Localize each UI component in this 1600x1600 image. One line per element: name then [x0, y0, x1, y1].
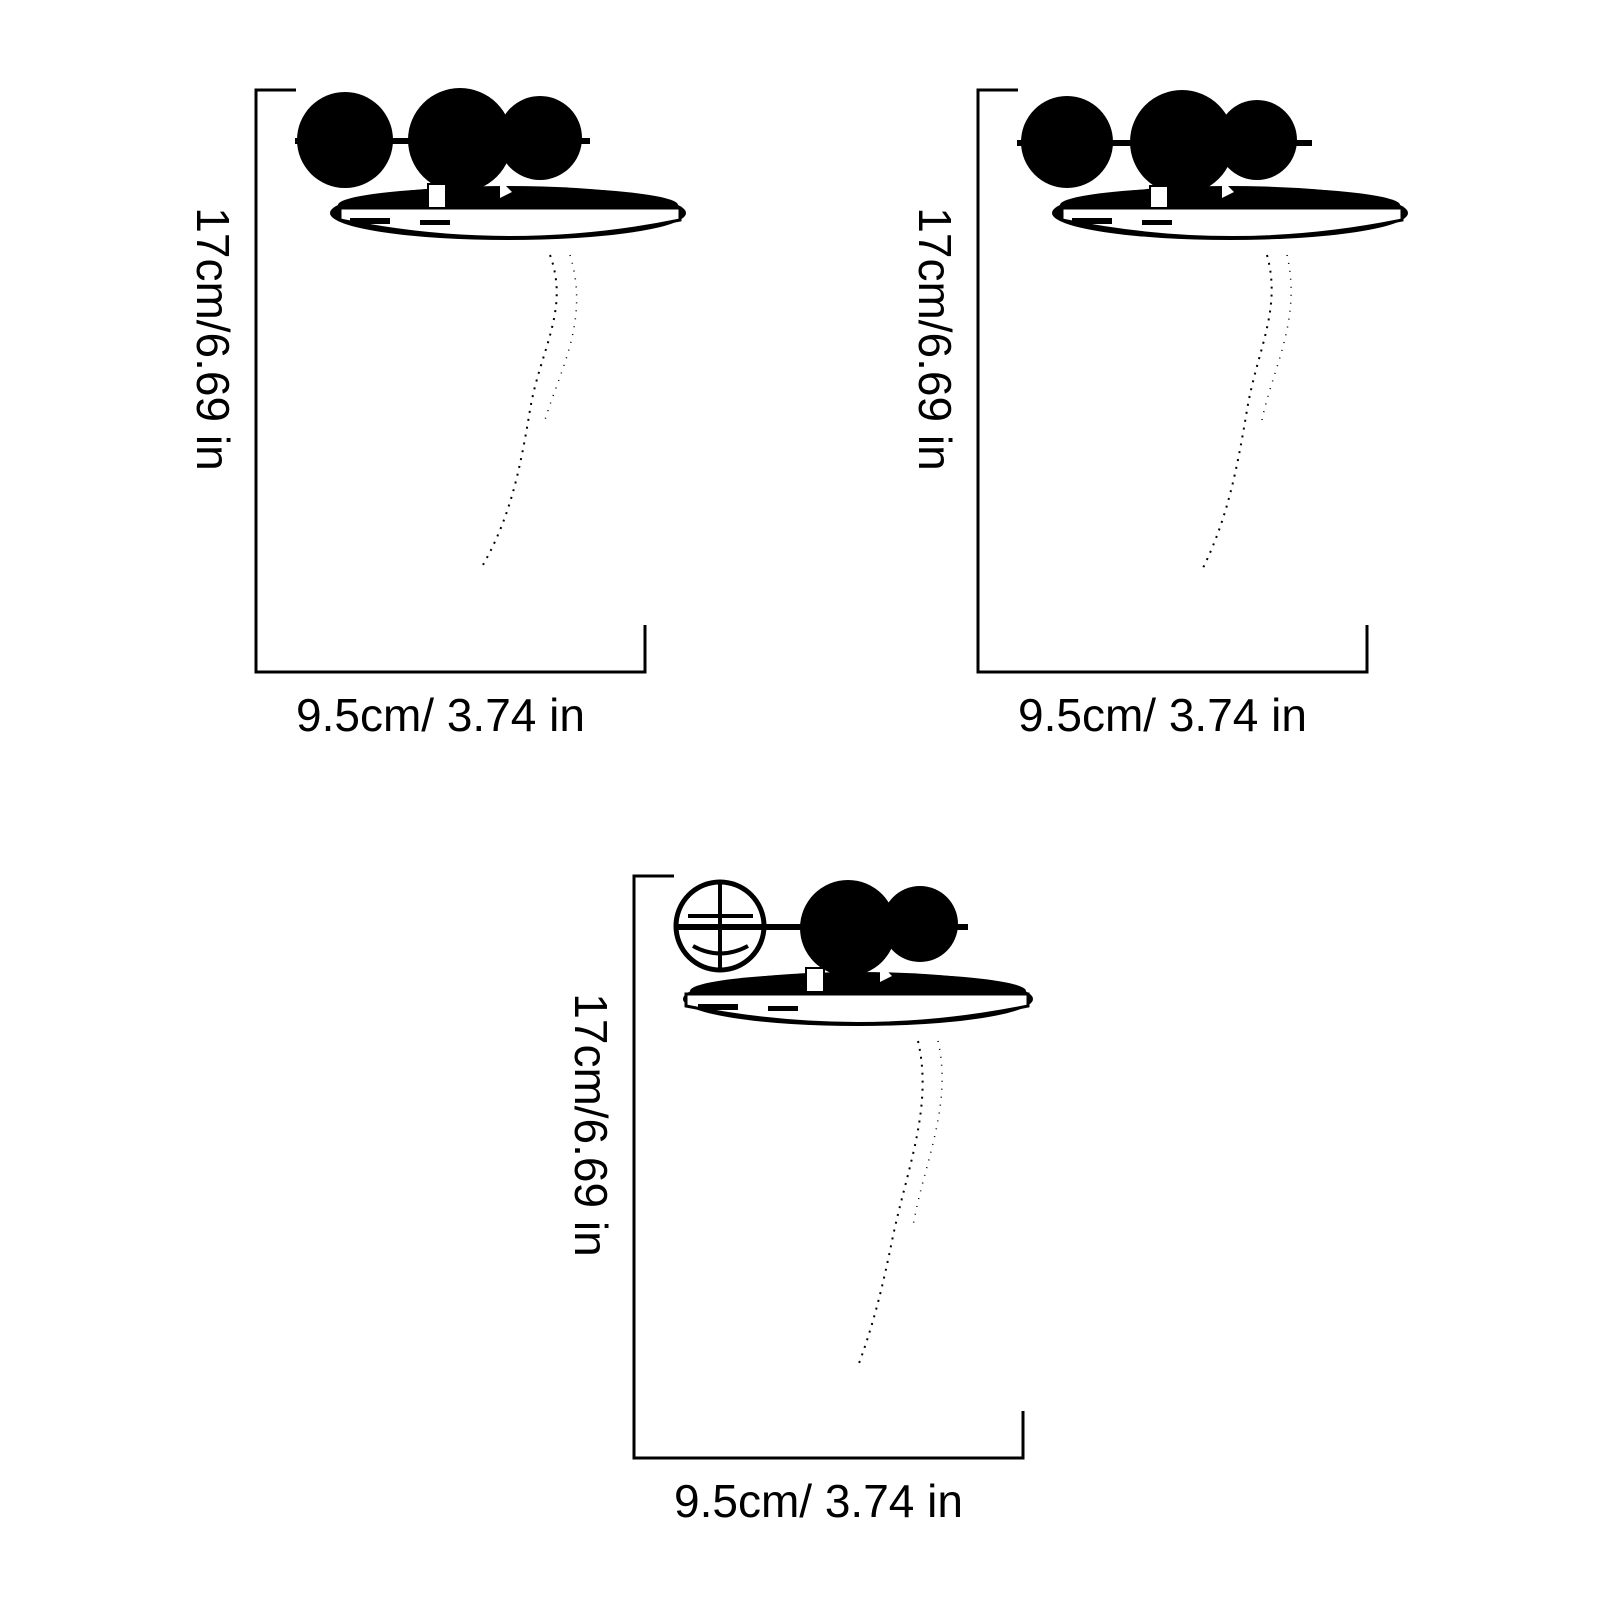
ball-stem: [427, 183, 447, 209]
tray-detail: [698, 1004, 738, 1010]
water-stream: [857, 1040, 924, 1367]
spout: [1222, 180, 1234, 198]
dimension-bracket: [254, 88, 647, 674]
product-panel-3: 17cm/6.69 in 9.5cm/ 3.74 in: [528, 866, 1048, 1546]
height-dimension-label: 17cm/6.69 in: [565, 993, 617, 1257]
ball-stem: [805, 967, 825, 993]
product-illustration-3: [632, 874, 1033, 1460]
height-dimension-label: 17cm/6.69 in: [187, 207, 239, 471]
tray-detail: [420, 220, 450, 225]
tray-detail: [768, 1006, 798, 1011]
ball-stem: [1149, 185, 1169, 209]
dimension-bracket: [976, 88, 1369, 674]
ball-mount: [676, 924, 968, 930]
spout: [880, 964, 892, 982]
width-dimension-label: 9.5cm/ 3.74 in: [296, 689, 585, 741]
width-dimension-label: 9.5cm/ 3.74 in: [674, 1475, 963, 1527]
width-dimension-label: 9.5cm/ 3.74 in: [1018, 689, 1307, 741]
ball-mount: [295, 138, 590, 144]
tray-edge: [684, 992, 1030, 1025]
tray-edge: [338, 206, 682, 239]
tray-detail: [1142, 220, 1172, 225]
tray-detail: [1072, 218, 1112, 224]
water-stream: [544, 254, 578, 421]
product-panel-2: 17cm/6.69 in 9.5cm/ 3.74 in: [872, 80, 1408, 760]
product-illustration-1: [254, 88, 686, 674]
ball-mount: [1017, 140, 1312, 146]
water-stream: [1261, 254, 1292, 421]
product-illustration-2: [976, 88, 1408, 674]
tray-detail: [350, 218, 390, 224]
spout: [500, 180, 512, 198]
water-stream: [479, 254, 558, 571]
water-stream: [1201, 254, 1273, 571]
tray-edge: [1060, 206, 1404, 239]
water-stream: [912, 1040, 943, 1227]
dimension-bracket: [632, 874, 1025, 1460]
height-dimension-label: 17cm/6.69 in: [909, 207, 961, 471]
product-panel-1: 17cm/6.69 in 9.5cm/ 3.74 in: [150, 80, 686, 760]
